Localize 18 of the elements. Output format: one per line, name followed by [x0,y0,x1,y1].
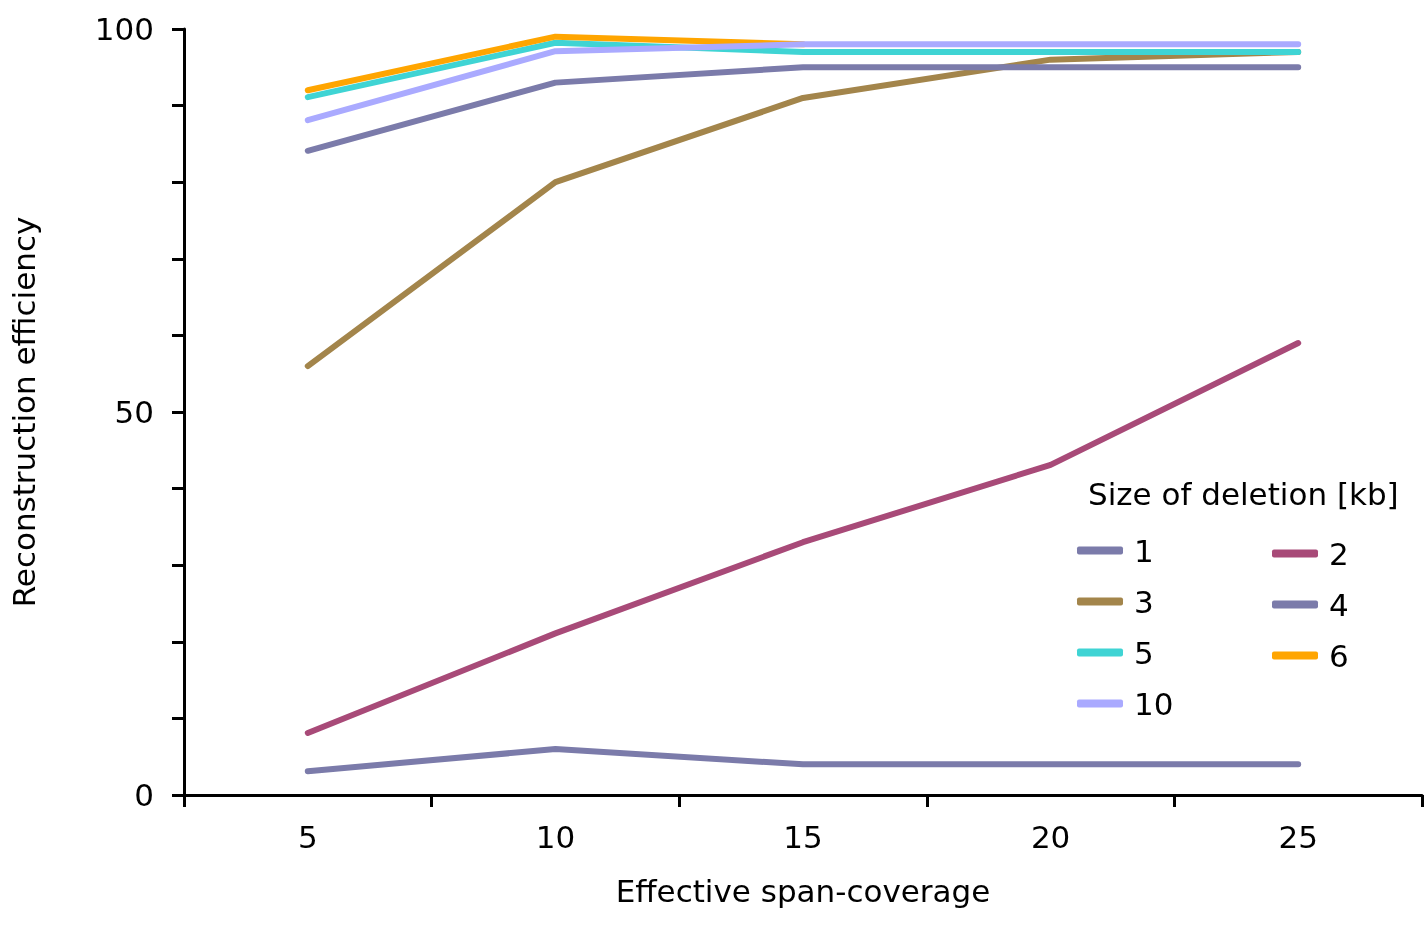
y-tick-label: 50 [114,394,154,430]
x-tick-label: 25 [1278,818,1318,855]
x-axis-title: Effective span-coverage [615,872,991,909]
y-axis-title: Reconstruction efficiency [5,216,42,608]
legend-label: 4 [1329,586,1349,623]
legend-label: 6 [1329,637,1349,674]
y-tick-label: 100 [94,11,154,47]
y-tick-label: 0 [134,777,154,813]
x-tick-label: 20 [1030,818,1071,855]
x-tick-label: 10 [535,818,576,855]
x-tick-label: 15 [783,818,823,855]
legend-label: 3 [1134,583,1154,620]
legend-label: 5 [1134,634,1154,671]
legend-label: 2 [1329,535,1349,572]
legend-title: Size of deletion [kb] [1088,475,1399,512]
legend-label: 1 [1134,532,1154,569]
legend-label: 10 [1134,685,1174,722]
x-tick-label: 5 [297,818,318,855]
